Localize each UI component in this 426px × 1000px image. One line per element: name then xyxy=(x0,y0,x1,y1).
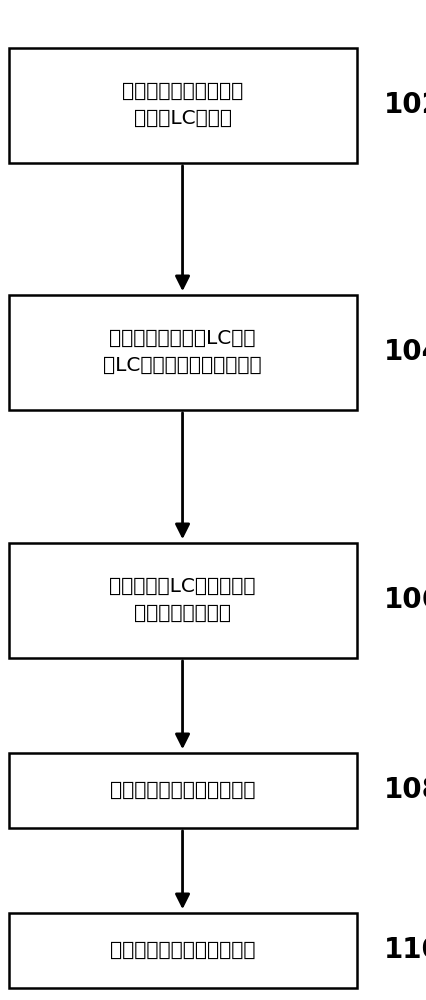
Text: 对所关注的峰进行质量分析: 对所关注的峰进行质量分析 xyxy=(109,780,255,800)
Text: 102: 102 xyxy=(383,91,426,119)
Bar xyxy=(9,752,356,828)
Bar xyxy=(9,542,356,658)
Text: 使移动相流动通过LC柱到
在LC柱上分离组分的质谱仪: 使移动相流动通过LC柱到 在LC柱上分离组分的质谱仪 xyxy=(103,329,261,375)
Text: 将样品注入到液体移动
相中的LC柱中。: 将样品注入到液体移动 相中的LC柱中。 xyxy=(122,82,242,128)
Bar xyxy=(9,294,356,410)
Text: 106: 106 xyxy=(383,586,426,614)
Text: 在所关注的LC峰期间降低
移动相的流动速率: 在所关注的LC峰期间降低 移动相的流动速率 xyxy=(109,577,255,623)
Text: 104: 104 xyxy=(383,338,426,366)
Bar xyxy=(9,47,356,162)
Text: 110: 110 xyxy=(383,936,426,964)
Text: 从质量分析中确定同位素比: 从质量分析中确定同位素比 xyxy=(109,940,255,960)
Bar xyxy=(9,912,356,988)
Text: 108: 108 xyxy=(383,776,426,804)
